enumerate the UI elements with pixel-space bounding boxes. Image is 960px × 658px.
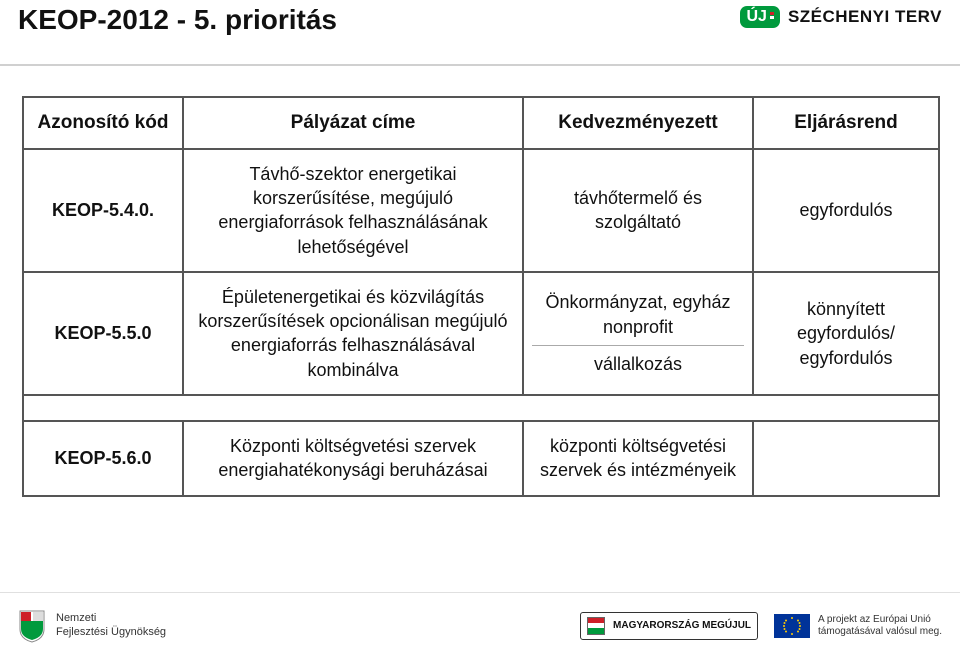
table-row: KEOP-5.5.0 Épületenergetikai és közvilág… <box>23 272 939 395</box>
cell-code: KEOP-5.4.0. <box>23 149 183 272</box>
eu-block: A projekt az Európai Unió támogatásával … <box>774 614 942 638</box>
footer-left: Nemzeti Fejlesztési Ügynökség <box>18 609 166 643</box>
cell-code: KEOP-5.6.0 <box>23 421 183 496</box>
cell-procedure: egyfordulós <box>753 149 939 272</box>
cell-beneficiary: távhőtermelő és szolgáltató <box>523 149 753 272</box>
eu-line2: támogatásával valósul meg. <box>818 626 942 638</box>
slide-footer: Nemzeti Fejlesztési Ügynökség MAGYARORSZ… <box>0 592 960 658</box>
cell-title: Központi költségvetési szervek energiaha… <box>183 421 523 496</box>
cell-procedure: könnyített egyfordulós/ egyfordulós <box>753 272 939 395</box>
table-row: KEOP-5.6.0 Központi költségvetési szerve… <box>23 421 939 496</box>
logo-uj-text: ÚJ <box>746 9 766 25</box>
cell-beneficiary: központi költségvetési szervek és intézm… <box>523 421 753 496</box>
col-header-beneficiary: Kedvezményezett <box>523 97 753 149</box>
cell-title: Távhő-szektor energetikai korszerűsítése… <box>183 149 523 272</box>
col-header-title: Pályázat címe <box>183 97 523 149</box>
main-table-wrap: Azonosító kód Pályázat címe Kedvezményez… <box>22 96 938 497</box>
cell-procedure <box>753 421 939 496</box>
szechenyi-logo: ÚJ SZÉCHENYI TERV <box>740 6 942 28</box>
eu-text: A projekt az Európai Unió támogatásával … <box>818 614 942 638</box>
beneficiary-part: Önkormányzat, egyház nonprofit <box>532 290 744 346</box>
gap-cell <box>23 395 939 421</box>
logo-badge: ÚJ <box>740 6 779 28</box>
hu-badge-text: MAGYARORSZÁG MEGÚJUL <box>613 620 751 631</box>
cell-code: KEOP-5.5.0 <box>23 272 183 395</box>
logo-text: SZÉCHENYI TERV <box>788 7 942 27</box>
nfu-label: Nemzeti Fejlesztési Ügynökség <box>56 612 166 638</box>
nfu-line1: Nemzeti <box>56 612 166 625</box>
hungary-renews-badge: MAGYARORSZÁG MEGÚJUL <box>580 612 758 640</box>
col-header-procedure: Eljárásrend <box>753 97 939 149</box>
priority-table: Azonosító kód Pályázat címe Kedvezményez… <box>22 96 940 497</box>
eu-line1: A projekt az Európai Unió <box>818 614 942 626</box>
hungary-crest-icon <box>18 609 46 643</box>
cell-beneficiary: Önkormányzat, egyház nonprofit vállalkoz… <box>523 272 753 395</box>
header-rule <box>0 64 960 66</box>
table-row: KEOP-5.4.0. Távhő-szektor energetikai ko… <box>23 149 939 272</box>
page-title: KEOP-2012 - 5. prioritás <box>18 4 337 36</box>
cell-title: Épületenergetikai és közvilágítás korsze… <box>183 272 523 395</box>
eu-flag-icon <box>774 614 810 638</box>
hu-flag-icon <box>587 617 605 635</box>
slide-header: KEOP-2012 - 5. prioritás ÚJ SZÉCHENYI TE… <box>0 0 960 64</box>
beneficiary-part: vállalkozás <box>532 352 744 376</box>
footer-right: MAGYARORSZÁG MEGÚJUL A projekt a <box>580 612 942 640</box>
nfu-line2: Fejlesztési Ügynökség <box>56 626 166 639</box>
table-gap-row <box>23 395 939 421</box>
table-header-row: Azonosító kód Pályázat címe Kedvezményez… <box>23 97 939 149</box>
col-header-code: Azonosító kód <box>23 97 183 149</box>
hu-flag-icon <box>770 12 774 23</box>
